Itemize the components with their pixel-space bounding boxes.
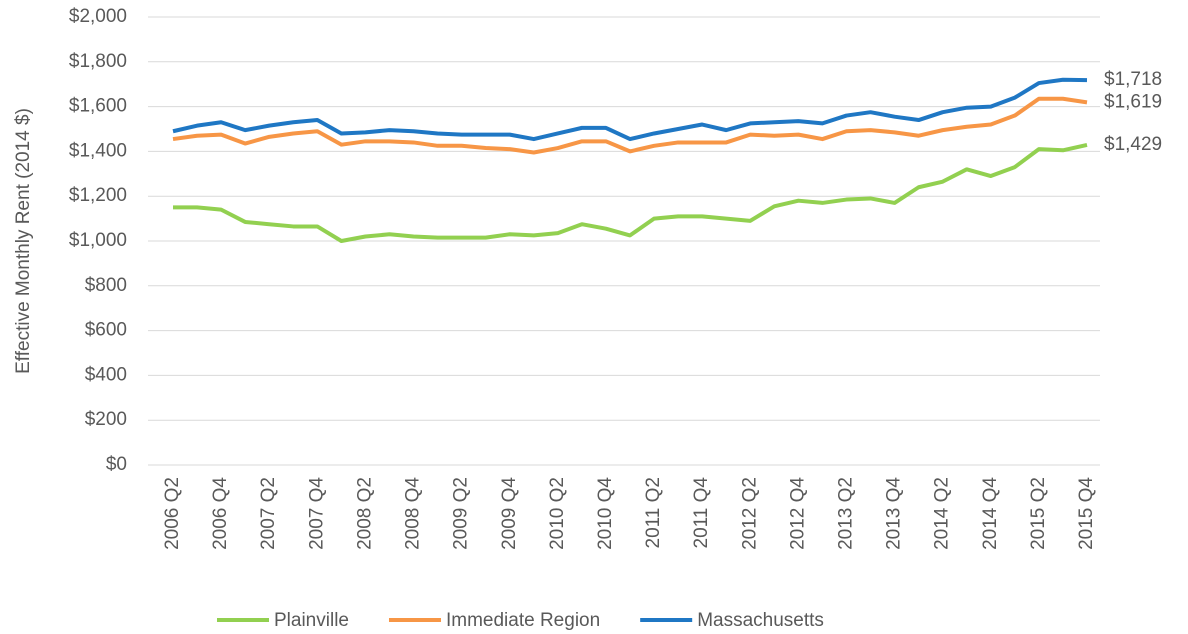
legend-label: Immediate Region <box>446 610 600 631</box>
x-tick-label: 2009 Q4 <box>499 477 520 550</box>
y-tick-label: $1,800 <box>69 51 127 72</box>
y-tick-label: $0 <box>106 454 127 475</box>
y-tick-label: $800 <box>85 275 127 296</box>
y-tick-label: $1,400 <box>69 140 127 161</box>
series-line <box>173 142 1088 243</box>
x-tick-label: 2010 Q4 <box>595 477 616 550</box>
x-tick-label: 2014 Q2 <box>932 477 953 550</box>
x-tick-label: 2006 Q2 <box>162 477 183 550</box>
x-tick-label: 2013 Q4 <box>884 477 905 550</box>
series-line <box>172 77 1088 142</box>
y-tick-label: $2,000 <box>69 6 127 27</box>
x-tick-label: 2011 Q4 <box>691 477 712 549</box>
x-tick-label: 2014 Q4 <box>980 477 1001 550</box>
x-tick-label: 2009 Q2 <box>451 477 472 550</box>
x-tick-label: 2015 Q2 <box>1028 477 1049 550</box>
x-tick-label: 2008 Q2 <box>354 477 375 550</box>
y-tick-label: $1,600 <box>69 96 127 117</box>
value-label: $1,718 <box>1104 69 1162 90</box>
value-label: $1,429 <box>1104 134 1162 155</box>
y-tick-label: $400 <box>85 364 127 385</box>
legend-label: Plainville <box>274 610 349 631</box>
x-tick-label: 2012 Q2 <box>739 477 760 550</box>
x-tick-label: 2013 Q2 <box>835 477 856 550</box>
series-line <box>172 96 1088 155</box>
x-tick-label: 2008 Q4 <box>403 477 424 550</box>
x-tick-label: 2010 Q2 <box>547 477 568 550</box>
y-tick-label: $200 <box>85 409 127 430</box>
y-tick-label: $1,000 <box>69 230 127 251</box>
x-tick-label: 2015 Q4 <box>1076 477 1097 550</box>
y-axis-label: Effective Monthly Rent (2014 $) <box>13 108 34 374</box>
x-tick-label: 2011 Q2 <box>643 477 664 548</box>
y-tick-label: $600 <box>85 320 127 341</box>
y-tick-label: $1,200 <box>69 185 127 206</box>
x-tick-label: 2007 Q2 <box>258 477 279 550</box>
legend-label: Massachusetts <box>697 610 824 631</box>
x-tick-label: 2006 Q4 <box>210 477 231 550</box>
x-tick-label: 2012 Q4 <box>787 477 808 550</box>
value-label: $1,619 <box>1104 91 1162 112</box>
x-tick-label: 2007 Q4 <box>306 477 327 550</box>
